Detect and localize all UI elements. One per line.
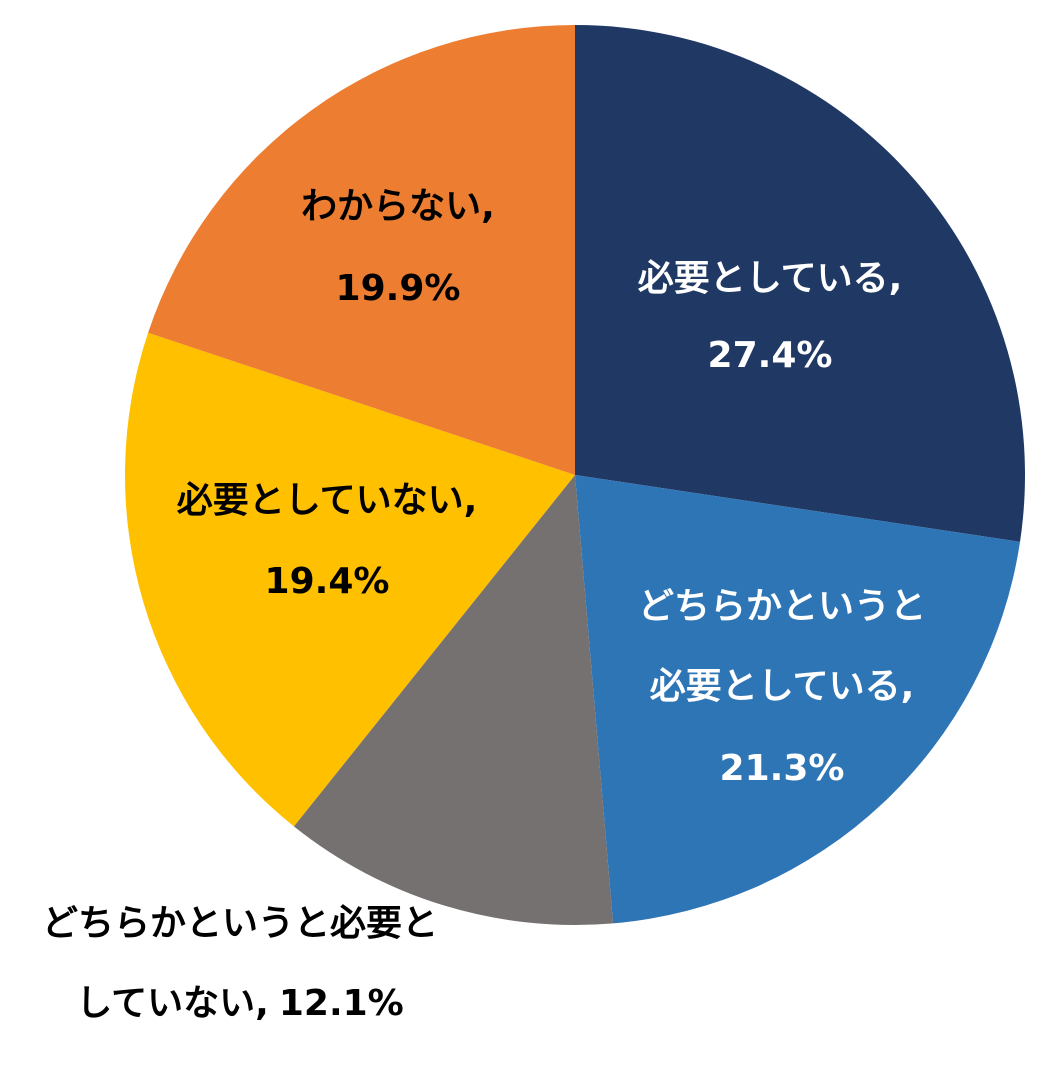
value-label: 19.9% [336,268,461,309]
value-label: 27.4% [708,335,833,376]
pie-slice [124,332,576,827]
category-label: 必要としていない, [177,480,478,521]
pie-slice [575,25,1025,542]
value-label: 21.3% [720,748,845,789]
value-label: 12.1% [279,983,404,1024]
pie-slice [575,475,1021,924]
category-label: どちらかというと [638,586,926,627]
pie-slice [293,475,614,925]
pie-slice [148,25,576,475]
category-label: していない, [76,983,269,1024]
data-label: していない, 12.1% [76,983,404,1024]
value-label: 19.4% [265,561,390,602]
category-label: どちらかというと必要と [42,903,438,944]
category-label: わからない, [301,186,495,227]
category-label: 必要としている, [638,258,903,299]
category-label: 必要としている, [650,666,915,707]
